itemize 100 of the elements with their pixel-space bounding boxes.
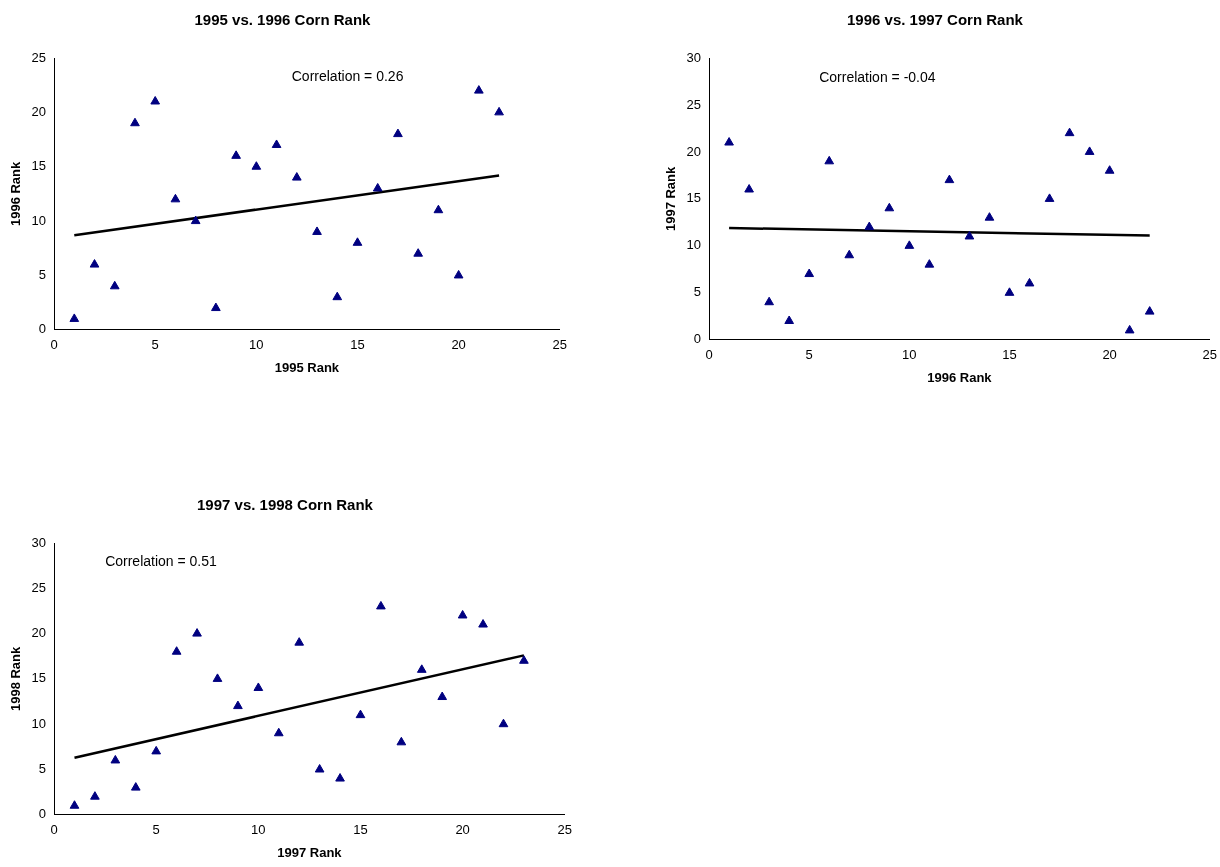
point [1084,146,1095,155]
point [233,700,243,710]
x-tick-label: 5 [152,822,160,838]
point [294,637,305,646]
x-tick-label: 5 [151,337,159,353]
point [519,655,529,664]
x-tick-label: 20 [1102,347,1117,363]
annotation: Correlation = 0.51 [105,552,218,569]
y-tick-label: 10 [31,715,47,731]
y-tick-label: 25 [31,49,47,65]
point [109,280,120,290]
point [413,248,423,257]
point [944,174,955,184]
x-tick-label: 15 [1002,347,1017,363]
y-tick-label: 20 [686,143,702,159]
point [724,137,734,146]
point [312,226,322,235]
x-tick-label: 25 [557,822,572,838]
y-tick-label: 20 [31,103,47,119]
point [150,95,161,105]
point [416,664,427,673]
point [924,259,935,268]
y-tick-label: 30 [31,534,47,550]
y-tick-label: 5 [693,284,702,300]
point [498,718,509,728]
point [335,773,345,782]
y-tick-label: 10 [31,212,47,228]
x-tick-label: 20 [455,822,470,838]
point [1104,165,1115,174]
x-tick-label: 10 [902,347,917,363]
x-axis-title: 1997 Rank [277,844,343,860]
chart-title: 1996 vs. 1997 Corn Rank [847,11,1024,29]
x-tick-label: 5 [805,347,813,363]
point [984,212,995,221]
y-axis-title: 1997 Rank [663,165,679,232]
point [231,150,241,159]
point [89,259,100,268]
y-tick-label: 25 [31,579,47,595]
y-tick-label: 30 [686,49,702,65]
y-tick-label: 0 [38,806,47,822]
x-tick-label: 25 [552,337,567,353]
y-tick-label: 20 [31,625,47,641]
point [396,736,407,746]
chart-title: 1995 vs. 1996 Corn Rank [194,11,372,29]
point [864,221,875,231]
y-tick-label: 25 [686,96,702,112]
point [355,709,366,719]
x-axis-title: 1995 Rank [274,359,340,375]
point [110,754,121,764]
point [212,673,223,682]
point [494,106,504,116]
x-tick-label: 10 [249,337,264,353]
point [1044,193,1055,202]
point [784,315,794,325]
point [211,302,221,312]
point [376,600,386,610]
point [764,296,774,306]
x-tick-label: 15 [350,337,365,353]
point [271,139,282,148]
point [824,155,835,165]
point [844,249,855,259]
x-tick-label: 25 [1202,347,1217,363]
x-tick-label: 10 [251,822,266,838]
x-axis-title: 1996 Rank [927,369,993,385]
point [433,204,444,214]
point [69,800,80,809]
point [170,193,181,203]
point [904,240,915,249]
point [1004,287,1015,296]
point [1064,127,1075,137]
x-tick-label: 15 [353,822,368,838]
point [453,269,464,279]
y-tick-label: 10 [686,237,702,253]
point [151,745,162,755]
x-tick-label: 0 [50,337,58,353]
x-tick-label: 0 [705,347,713,363]
point [332,291,343,301]
annotation: Correlation = 0.26 [291,67,404,84]
point [90,791,100,800]
point [253,682,264,691]
y-axis-title: 1998 Rank [8,645,24,712]
point [1144,306,1155,315]
point [314,764,325,773]
point [251,161,262,170]
point [130,782,141,791]
point [291,172,302,181]
point [744,184,754,193]
y-tick-label: 0 [38,321,47,337]
point [372,182,383,192]
y-tick-label: 5 [38,761,47,777]
x-tick-label: 0 [50,822,58,838]
point [393,128,403,138]
point [474,85,484,94]
point [130,117,140,127]
point [457,609,468,619]
point [804,268,815,278]
point [1124,324,1135,334]
point [69,313,80,322]
point [192,628,202,637]
point [273,727,284,737]
